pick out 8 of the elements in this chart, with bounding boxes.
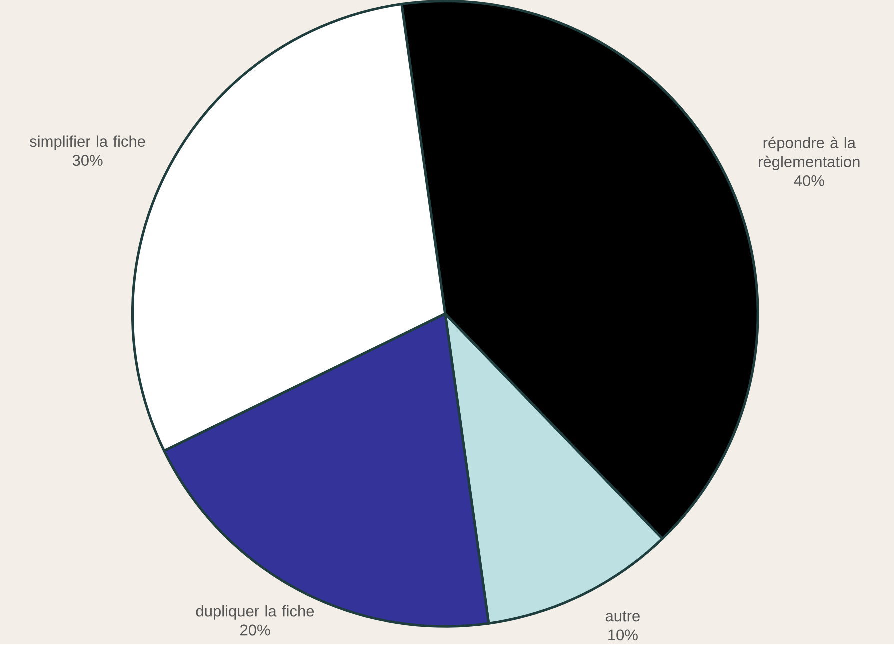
slice-label: autre <box>606 612 640 622</box>
slice-label: simplifier la fiche <box>30 136 146 150</box>
slice-label: répondre à la règlementation <box>759 137 860 171</box>
slice-label: dupliquer la fiche <box>196 606 314 620</box>
data-label: 20% <box>240 625 270 636</box>
data-label: 40% <box>794 176 824 187</box>
data-label: 30% <box>72 155 103 166</box>
data-label: 10% <box>608 630 638 641</box>
